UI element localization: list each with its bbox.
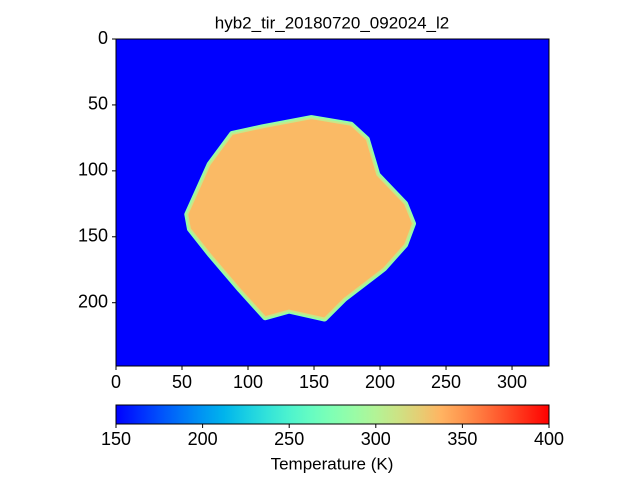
y-tick-label: 100 [78,160,108,180]
colorbar-tick-label: 250 [274,429,304,449]
object [186,117,415,320]
colorbar-tick-label: 300 [361,429,391,449]
x-tick-label: 300 [497,372,527,392]
chart-title: hyb2_tir_20180720_092024_l2 [215,13,449,32]
y-tick-label: 200 [78,291,108,311]
colorbar-label: Temperature (K) [271,454,394,473]
x-tick-label: 100 [233,372,263,392]
colorbar-tick-label: 150 [101,429,131,449]
colorbar [115,404,550,425]
colorbar-tick-label: 200 [188,429,218,449]
axes-frame [115,38,550,367]
y-tick-label: 0 [98,28,108,48]
colorbar-tick-label: 350 [447,429,477,449]
x-tick-label: 50 [172,372,192,392]
x-tick-label: 150 [299,372,329,392]
y-tick-label: 150 [78,226,108,246]
colorbar-tick-label: 400 [534,429,564,449]
x-tick-label: 0 [111,372,121,392]
x-tick-label: 250 [431,372,461,392]
y-tick-label: 50 [88,94,108,114]
x-tick-label: 200 [365,372,395,392]
